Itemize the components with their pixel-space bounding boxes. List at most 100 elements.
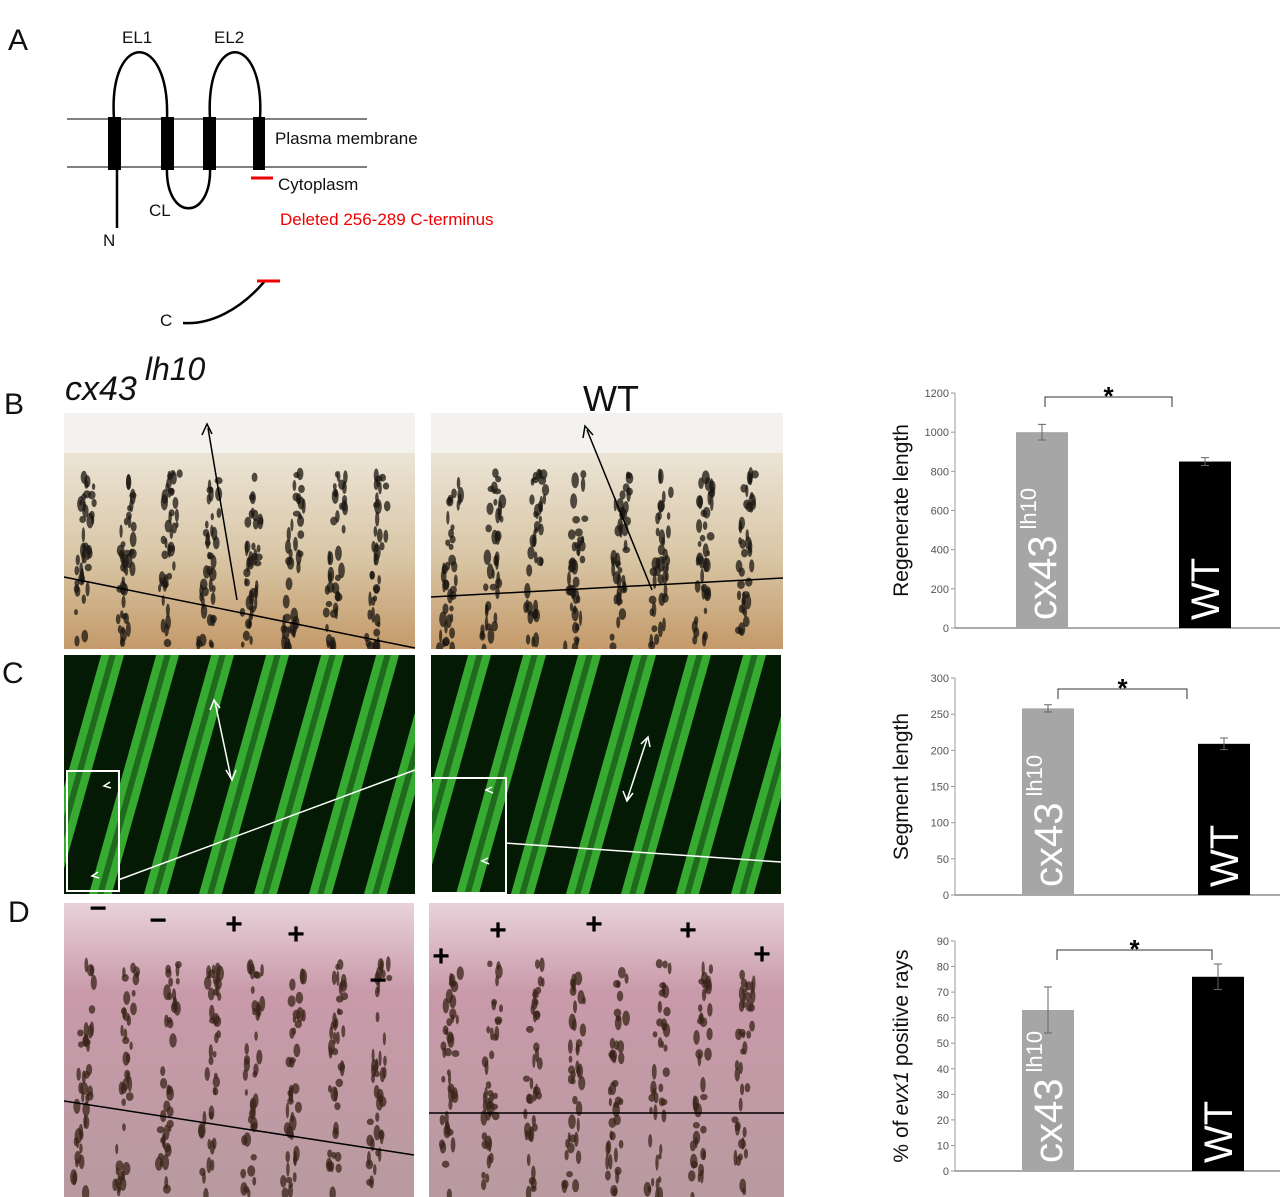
pigment	[441, 1075, 446, 1083]
pigment	[578, 1075, 586, 1091]
pigment	[495, 964, 503, 979]
error-bar	[1214, 963, 1222, 991]
pigment	[569, 602, 573, 612]
pigment	[572, 622, 579, 634]
pigment	[125, 511, 132, 520]
pigment	[525, 1025, 534, 1033]
y-tick-label: 1000	[925, 427, 949, 439]
fin-ray-core	[262, 655, 336, 894]
pigment	[439, 1141, 447, 1154]
pigment	[703, 558, 711, 573]
pigment	[445, 988, 453, 1004]
image-title: cx43lh10	[65, 351, 206, 408]
pigment	[129, 531, 137, 548]
image-background	[64, 903, 414, 1197]
pigment	[663, 1044, 668, 1052]
pigment	[451, 561, 458, 573]
pigment	[651, 1177, 655, 1187]
bar	[1198, 743, 1250, 895]
pigment	[376, 621, 381, 628]
pigment	[379, 1093, 383, 1104]
pigment	[493, 498, 498, 506]
pigment	[239, 607, 246, 617]
pigment	[373, 1070, 381, 1078]
pigment	[81, 1090, 85, 1103]
category-label: cx43 lh10	[1022, 755, 1071, 887]
pigment	[241, 1135, 248, 1146]
pigment	[657, 544, 665, 556]
significance-label: *	[1103, 381, 1114, 411]
pigment	[343, 470, 348, 484]
pigment	[624, 973, 629, 984]
y-tick-label: 50	[937, 1038, 949, 1050]
pigment	[483, 583, 489, 592]
allele: lh10	[145, 351, 206, 387]
pigment	[291, 628, 296, 638]
pigment	[484, 616, 489, 632]
pigment	[613, 1040, 620, 1051]
pigment	[199, 584, 204, 597]
pigment	[743, 499, 751, 510]
pigment	[124, 1069, 131, 1080]
pigment	[662, 960, 668, 969]
pigment	[334, 545, 342, 561]
pigment	[485, 1097, 491, 1110]
pigment	[567, 1039, 573, 1054]
y-tick-label: 10	[937, 1140, 949, 1152]
pigment	[613, 594, 619, 605]
pigment	[118, 549, 125, 559]
pigment	[531, 1165, 536, 1181]
pigment	[85, 582, 90, 597]
marker-sign: −	[149, 904, 167, 937]
pigment	[121, 576, 125, 585]
pigment	[570, 493, 578, 509]
pigment	[696, 552, 704, 565]
pigment	[446, 496, 454, 507]
pigment	[82, 1101, 90, 1117]
pigment	[120, 563, 125, 572]
pigment	[657, 1000, 663, 1014]
pigment	[91, 515, 95, 525]
pigment	[668, 486, 674, 499]
pigment	[240, 641, 245, 648]
y-tick-label: 0	[943, 623, 949, 635]
pigment	[612, 571, 621, 585]
pigment	[702, 521, 708, 530]
pigment	[661, 1109, 667, 1123]
pigment	[659, 1144, 663, 1155]
pigment	[240, 1168, 247, 1179]
pigment	[246, 557, 250, 573]
pigment	[480, 1110, 488, 1126]
pigment	[216, 965, 225, 981]
pigment	[451, 1091, 459, 1103]
y-tick-label: 200	[931, 584, 949, 596]
pigment	[575, 1150, 582, 1165]
pigment	[130, 1002, 137, 1016]
pigment	[700, 1093, 708, 1101]
y-tick-label: 80	[937, 962, 949, 974]
pigment	[618, 1139, 624, 1149]
pigment	[243, 1186, 250, 1193]
pigment	[172, 496, 179, 509]
pigment	[706, 1027, 713, 1041]
pigment	[749, 1020, 755, 1032]
pigment	[286, 526, 291, 542]
pigment	[366, 1178, 374, 1186]
pigment	[491, 620, 498, 632]
pigment	[91, 483, 96, 490]
pigment	[743, 594, 752, 610]
pigment	[373, 585, 380, 594]
pigment	[704, 476, 712, 491]
y-tick-label: 0	[943, 890, 949, 902]
pigment	[84, 563, 92, 572]
pigment	[700, 1077, 706, 1093]
pigment	[255, 553, 263, 561]
pigment	[121, 595, 126, 609]
pigment	[245, 595, 254, 611]
pigment	[332, 1018, 338, 1031]
pigment	[364, 632, 370, 642]
fin-ray-core	[207, 655, 281, 894]
pigment	[657, 1153, 662, 1160]
pigment	[572, 515, 581, 524]
pigment	[444, 620, 448, 634]
